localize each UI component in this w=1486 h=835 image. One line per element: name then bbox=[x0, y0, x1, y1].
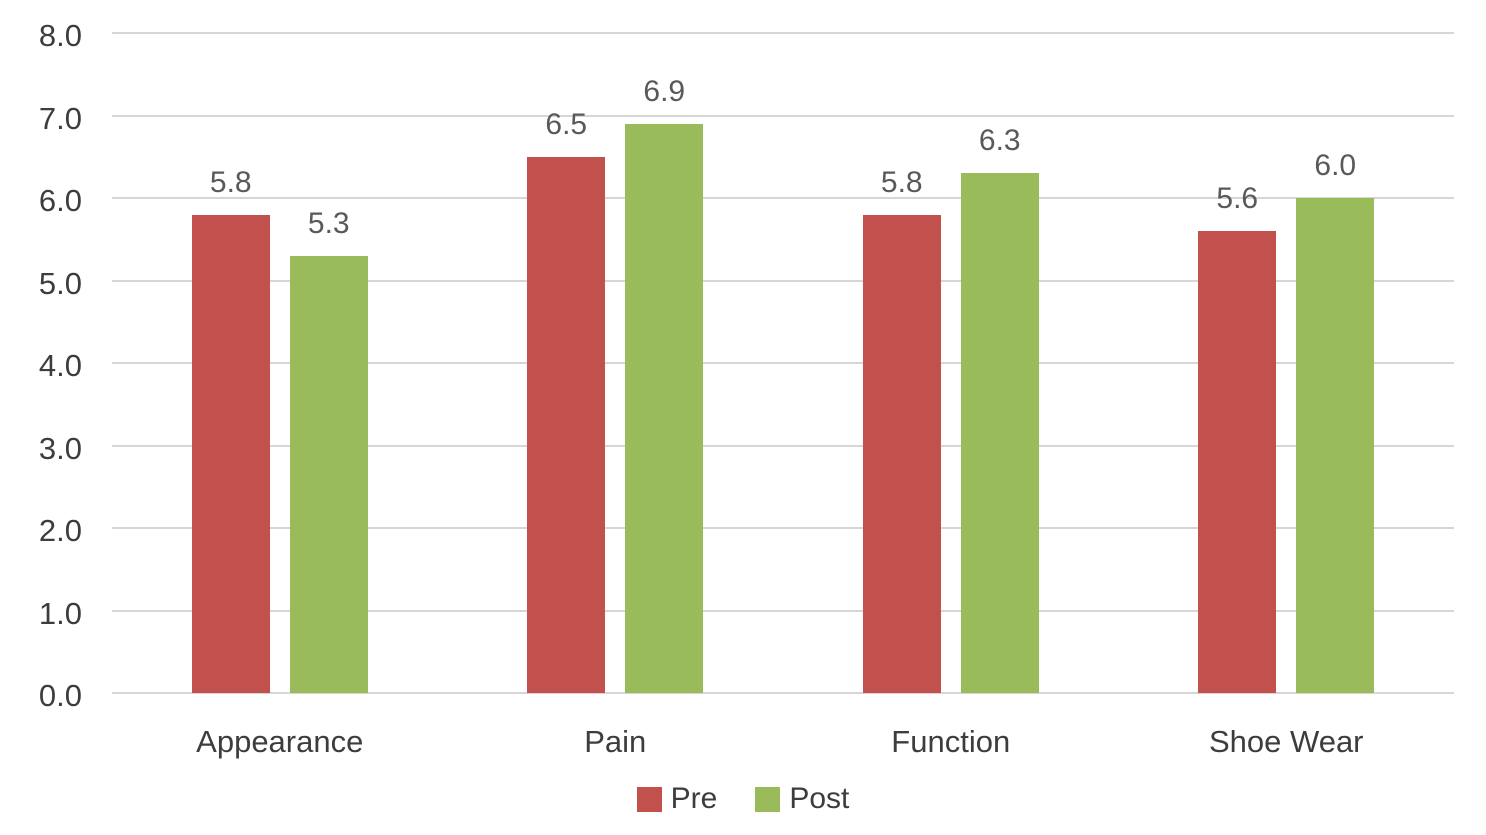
bar-post-appearance bbox=[289, 255, 368, 693]
value-label: 5.8 bbox=[209, 165, 252, 199]
legend-label: Pre bbox=[670, 782, 718, 815]
bar-post-function bbox=[960, 173, 1039, 693]
y-axis-tick-label: 3.0 bbox=[38, 430, 82, 466]
gridline bbox=[112, 114, 1454, 117]
y-axis-tick-label: 5.0 bbox=[38, 265, 82, 301]
x-axis-category-label: Appearance bbox=[196, 724, 364, 759]
y-axis-tick-label: 7.0 bbox=[38, 100, 82, 136]
value-label: 5.3 bbox=[307, 206, 350, 240]
gridline bbox=[112, 692, 1454, 694]
y-axis-tick-label: 8.0 bbox=[38, 18, 82, 53]
gridline bbox=[112, 609, 1454, 612]
gridline bbox=[112, 444, 1454, 447]
bar-pre-shoe-wear bbox=[1198, 231, 1277, 693]
y-axis-tick-label: 1.0 bbox=[38, 595, 82, 631]
value-label: 5.6 bbox=[1216, 182, 1259, 215]
legend-item-post: Post bbox=[755, 782, 849, 816]
y-axis-tick-label: 4.0 bbox=[38, 348, 82, 383]
x-axis-category-label: Function bbox=[891, 724, 1011, 759]
y-axis-tick-label: 0.0 bbox=[38, 678, 82, 713]
legend: Pre Post bbox=[0, 778, 1486, 820]
gridline bbox=[112, 32, 1454, 34]
bar-pre-pain bbox=[527, 156, 606, 693]
gridline bbox=[112, 279, 1454, 282]
x-axis-category-label: Pain bbox=[584, 724, 647, 759]
legend-item-pre: Pre bbox=[636, 782, 718, 816]
legend-swatch-pre bbox=[636, 786, 662, 812]
x-axis-category-label: Shoe Wear bbox=[1208, 724, 1364, 759]
bar-post-shoe-wear bbox=[1296, 198, 1375, 693]
bar-pre-function bbox=[862, 214, 941, 693]
bar-pre-appearance bbox=[191, 214, 270, 693]
bar-post-pain bbox=[625, 123, 704, 693]
value-label: 6.3 bbox=[978, 124, 1021, 158]
legend-swatch-post bbox=[755, 786, 781, 812]
legend-label: Post bbox=[789, 782, 850, 815]
y-axis-tick-label: 6.0 bbox=[38, 183, 82, 218]
value-label: 6.0 bbox=[1314, 149, 1357, 182]
gridline bbox=[112, 197, 1454, 199]
value-label: 6.5 bbox=[545, 107, 588, 141]
y-axis-tick-label: 2.0 bbox=[38, 513, 82, 548]
value-label: 6.9 bbox=[643, 74, 686, 108]
value-label: 5.8 bbox=[880, 165, 923, 199]
gridline bbox=[112, 362, 1454, 364]
gridline bbox=[112, 527, 1454, 529]
